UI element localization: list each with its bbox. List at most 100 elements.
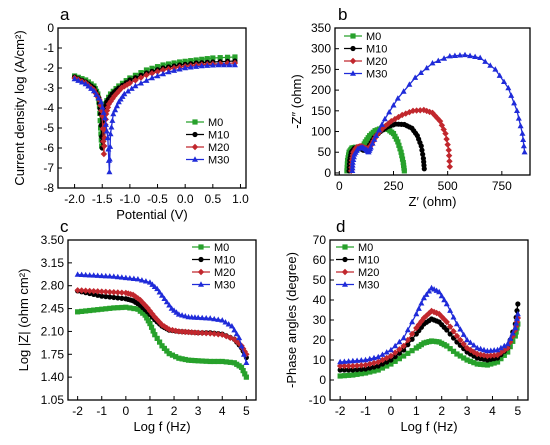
- data-point: [393, 136, 399, 142]
- legend-label: M20: [366, 56, 387, 68]
- data-point: [107, 98, 114, 105]
- data-point: [159, 66, 167, 74]
- data-point: [464, 357, 470, 363]
- data-point: [474, 344, 481, 351]
- data-point: [82, 80, 89, 87]
- x-tick-label: -0.5: [147, 192, 168, 206]
- data-point: [341, 358, 348, 364]
- data-point: [481, 346, 487, 353]
- data-point: [143, 71, 150, 79]
- data-point: [165, 68, 172, 75]
- data-point: [404, 326, 411, 333]
- data-point: [447, 346, 453, 352]
- data-point: [243, 374, 249, 380]
- data-point: [94, 288, 101, 295]
- data-point: [107, 130, 114, 137]
- data-point: [211, 330, 218, 338]
- legend-marker: [191, 143, 199, 151]
- data-point: [358, 357, 365, 363]
- data-point: [370, 359, 378, 367]
- data-point: [350, 367, 356, 373]
- data-point: [241, 348, 248, 355]
- data-point: [137, 74, 145, 81]
- data-point: [450, 314, 457, 320]
- data-point: [128, 85, 135, 91]
- data-point: [165, 61, 172, 67]
- data-point: [187, 64, 194, 70]
- data-point: [222, 319, 229, 325]
- data-point: [367, 365, 373, 371]
- data-point: [108, 124, 115, 130]
- data-point: [219, 358, 225, 365]
- data-point: [384, 359, 390, 365]
- data-point: [189, 357, 195, 363]
- x-tick-label: 500: [438, 179, 458, 193]
- data-point: [387, 346, 394, 353]
- y-tick-label: 100: [311, 125, 331, 139]
- data-point: [401, 353, 407, 359]
- data-point: [175, 328, 183, 335]
- legend-label: M20: [208, 142, 229, 154]
- data-point: [396, 356, 402, 362]
- data-point: [240, 351, 247, 357]
- data-point: [415, 305, 422, 311]
- data-point: [114, 289, 122, 296]
- legend-marker: [349, 57, 357, 65]
- data-point: [90, 272, 97, 278]
- series-m30: [337, 284, 521, 365]
- data-point: [75, 77, 82, 83]
- data-point: [447, 307, 454, 313]
- data-point: [381, 115, 388, 122]
- data-point: [446, 157, 453, 165]
- panel-b: b 0 250 500 750 0 50 100 150 200 250 300 350 Z′ (ohm)…: [289, 5, 531, 209]
- data-point: [83, 308, 89, 314]
- data-point: [396, 338, 403, 345]
- data-point: [160, 70, 167, 77]
- data-point: [102, 114, 108, 121]
- data-point: [207, 358, 213, 365]
- y-tick-label: 30: [313, 313, 327, 327]
- data-point: [418, 300, 425, 306]
- data-point: [147, 320, 153, 327]
- data-point: [341, 367, 347, 373]
- legend-label: M0: [214, 242, 229, 254]
- x-tick-label: 1.0: [232, 192, 249, 206]
- data-point: [400, 159, 406, 166]
- data-point: [176, 355, 182, 361]
- data-point: [101, 134, 108, 142]
- y-tick-label: 150: [311, 104, 331, 118]
- legend-marker: [198, 281, 204, 287]
- y-tick-label: 0: [47, 21, 54, 35]
- x-tick-label: 1: [147, 404, 154, 418]
- y-tick-label: -4: [43, 101, 54, 115]
- legend-marker: [192, 119, 198, 125]
- data-point: [209, 62, 216, 68]
- data-point: [454, 351, 460, 357]
- data-point: [145, 318, 151, 324]
- data-point: [514, 310, 521, 317]
- data-point: [441, 55, 448, 61]
- panel-letter: b: [338, 5, 347, 24]
- data-point: [182, 58, 188, 64]
- data-point: [349, 162, 356, 168]
- data-point: [388, 357, 394, 363]
- legend-label: M0: [358, 242, 373, 254]
- data-point: [392, 133, 398, 139]
- data-point: [362, 370, 369, 376]
- legend-marker: [341, 268, 349, 276]
- data-point: [390, 130, 397, 137]
- data-point: [391, 349, 399, 356]
- data-point: [513, 320, 520, 326]
- data-point: [362, 361, 369, 369]
- y-tick-label: 0: [324, 166, 331, 180]
- data-point: [98, 98, 105, 105]
- data-point: [161, 295, 168, 301]
- data-point: [152, 332, 158, 338]
- data-point: [457, 326, 464, 332]
- panel-letter: d: [336, 217, 345, 236]
- data-point: [362, 366, 369, 372]
- legend-label: M30: [208, 155, 229, 167]
- data-point: [429, 109, 436, 117]
